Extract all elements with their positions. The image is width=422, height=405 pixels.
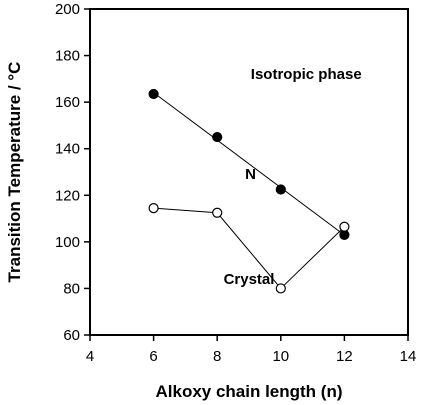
x-tick-label: 4 <box>86 348 94 365</box>
filled-data-point <box>148 88 159 100</box>
x-axis-title: Alkoxy chain length (n) <box>155 382 342 401</box>
y-tick-label: 120 <box>55 187 80 204</box>
series-line <box>153 207 345 290</box>
filled-data-point <box>212 131 223 143</box>
x-axis-ticks: 4 6 8 10 12 14 <box>86 335 417 365</box>
y-tick-label: 80 <box>63 280 80 297</box>
annotations: Isotropic phase N Crystal <box>224 66 362 288</box>
y-tick-label: 60 <box>63 327 80 344</box>
series-lines <box>153 92 345 290</box>
fit-line <box>153 92 345 236</box>
x-tick-label: 14 <box>400 348 417 365</box>
y-tick-label: 100 <box>55 234 80 251</box>
y-tick-label: 180 <box>55 48 80 65</box>
y-axis-ticks: 60 80 100 120 140 160 180 200 <box>55 1 90 344</box>
region-label: Crystal <box>224 271 275 288</box>
y-tick-label: 140 <box>55 141 80 158</box>
region-label: Isotropic phase <box>251 66 362 83</box>
x-tick-label: 10 <box>272 348 289 365</box>
open-data-point <box>339 221 350 232</box>
y-axis-title: Transition Temperature / °C <box>5 62 24 283</box>
open-data-point <box>148 202 159 214</box>
plot-frame <box>89 8 409 336</box>
filled-data-point <box>275 184 286 195</box>
x-tick-label: 8 <box>213 348 221 365</box>
y-tick-label: 160 <box>55 94 80 111</box>
region-label: N <box>245 166 256 183</box>
open-data-point <box>275 283 286 294</box>
series-points <box>148 88 350 294</box>
y-tick-label: 200 <box>55 1 80 18</box>
open-data-point <box>212 207 223 218</box>
x-tick-label: 12 <box>336 348 353 365</box>
x-tick-label: 6 <box>149 348 157 365</box>
